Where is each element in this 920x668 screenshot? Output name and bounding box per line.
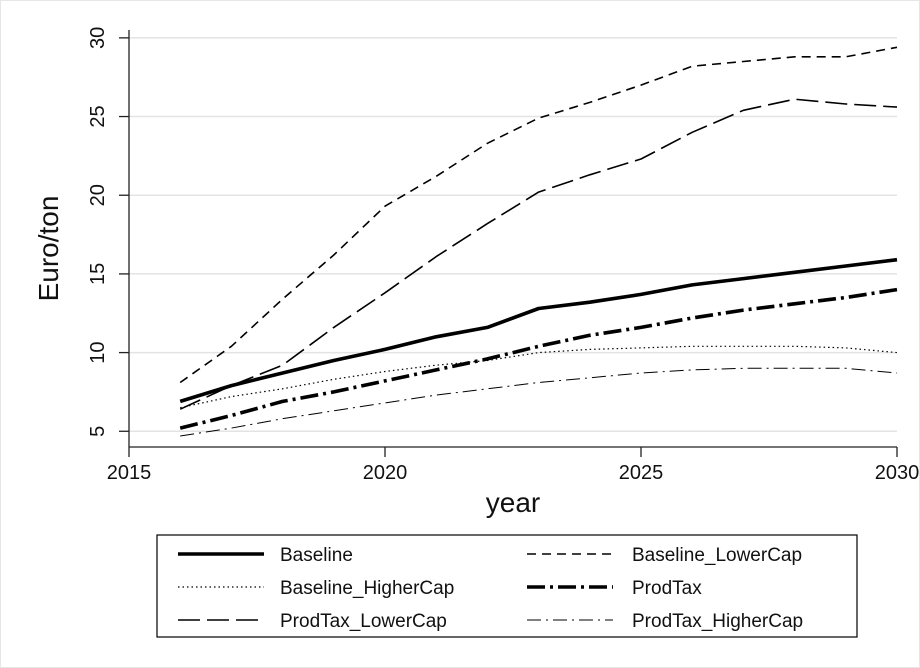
legend-label: ProdTax_HigherCap <box>632 611 803 632</box>
legend-label: Baseline_HigherCap <box>280 578 454 599</box>
y-tick-label: 30 <box>87 27 109 49</box>
y-tick-label: 20 <box>87 184 109 206</box>
x-tick-label: 2020 <box>363 462 408 484</box>
series-line-baseline-highercap <box>180 345 898 409</box>
y-grid <box>129 37 897 433</box>
x-tick-label: 2030 <box>875 462 920 484</box>
y-tick-label: 25 <box>87 105 109 127</box>
x-tick-label: 2025 <box>619 462 664 484</box>
series-line-baseline-lowercap <box>179 46 898 384</box>
series-group <box>179 46 898 437</box>
legend: Baseline Baseline_LowerCap Baseline_Higher… <box>156 534 858 638</box>
series-line-prodtax-highercap <box>180 367 898 437</box>
legend-label: Baseline_LowerCap <box>632 545 802 566</box>
legend-label: ProdTax <box>632 578 702 599</box>
legend-label: ProdTax_LowerCap <box>280 611 447 632</box>
legend-box <box>156 534 858 638</box>
legend-label: Baseline <box>280 545 353 566</box>
x-tick-label: 2015 <box>107 462 152 484</box>
y-tick-label: 10 <box>87 341 109 363</box>
series-line-baseline <box>179 257 898 404</box>
y-axis-title: Euro/ton <box>33 196 64 302</box>
y-tick-label: 5 <box>87 426 109 437</box>
x-axis-title: year <box>486 487 540 518</box>
y-tick-label: 15 <box>87 263 109 285</box>
series-line-prodtax-lowercap <box>179 98 898 410</box>
